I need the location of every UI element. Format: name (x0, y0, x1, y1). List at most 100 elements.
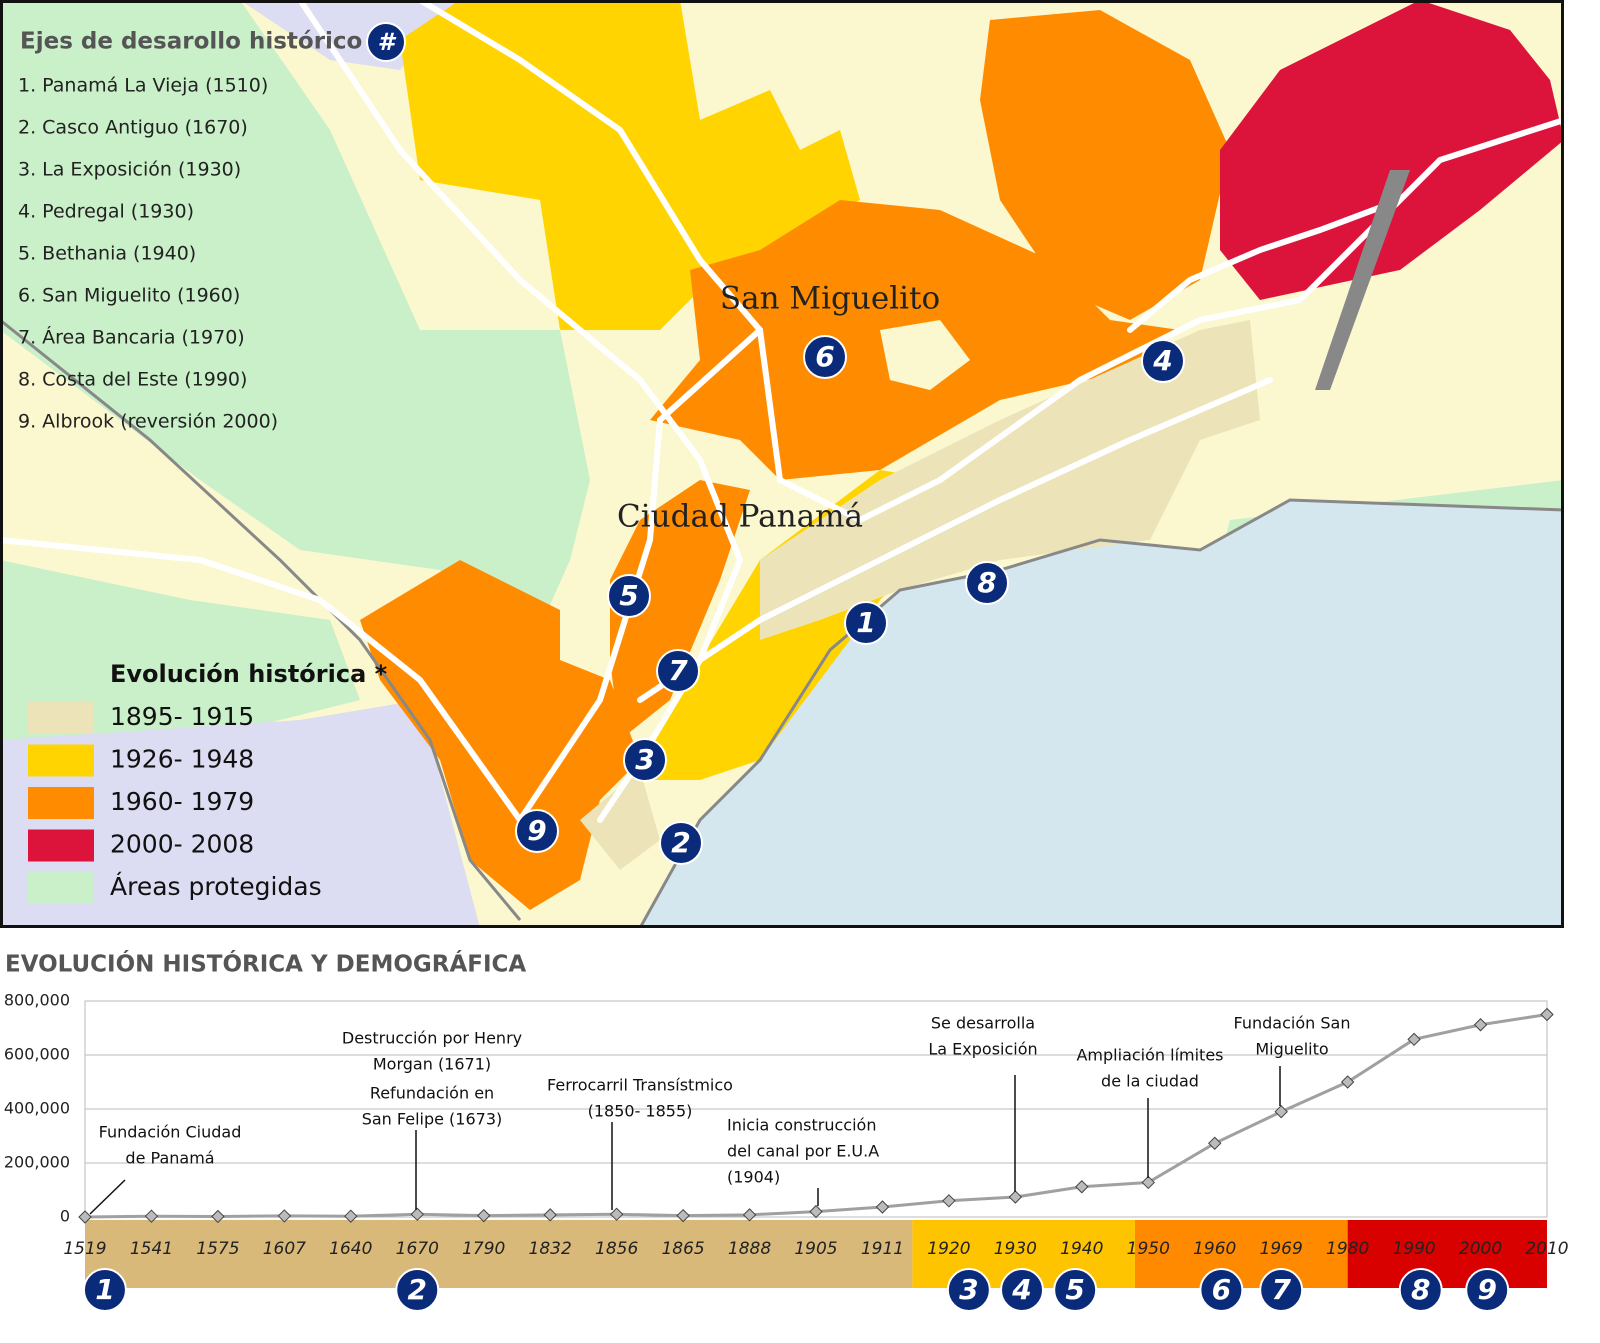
y-tick-label: 200,000 (4, 1153, 70, 1172)
annotation-text: Destrucción por Henry (342, 1029, 522, 1048)
x-tick-label: 1905 (794, 1239, 837, 1259)
map-frame (0, 0, 1564, 928)
axis-list-item: 2. Casco Antiguo (1670) (18, 117, 248, 139)
data-point (78, 1210, 92, 1224)
place-label: Ciudad Panamá (617, 499, 863, 535)
badge-label: 4 (1011, 1273, 1031, 1306)
badge-circle (1398, 1268, 1443, 1312)
annotation-text: Refundación en (370, 1084, 494, 1103)
badge-circle (515, 809, 559, 853)
annotation-text: La Exposición (928, 1040, 1037, 1059)
data-point (742, 1208, 757, 1222)
data-point (344, 1209, 358, 1223)
x-tick-label: 1888 (728, 1239, 771, 1259)
badge-circle (82, 1268, 127, 1312)
badge-circle (1199, 1268, 1244, 1312)
x-tick-label: 1832 (529, 1239, 572, 1259)
badge-label: 4 (1152, 344, 1172, 377)
legend-label: Áreas protegidas (110, 872, 322, 901)
x-tick-label: 1607 (263, 1239, 306, 1259)
badge-label: 3 (959, 1273, 978, 1306)
annotation-text: Se desarrolla (931, 1014, 1035, 1033)
x-tick-label: 1990 (1392, 1239, 1435, 1259)
badge-circle (803, 335, 847, 379)
x-tick-label: 1856 (595, 1239, 638, 1259)
annotation-pointer (89, 1179, 126, 1215)
data-point (1340, 1075, 1355, 1089)
annotation-text: Inicia construcción (727, 1116, 876, 1135)
legend-label: 1960- 1979 (110, 787, 254, 816)
badge-circle (395, 1268, 440, 1312)
map-base (0, 0, 1564, 928)
badge-label: 9 (527, 814, 546, 847)
annotation-text: Miguelito (1255, 1040, 1328, 1059)
annotation-text: del canal por E.U.A (727, 1142, 879, 1161)
axis-list-item: 8. Costa del Este (1990) (18, 369, 247, 391)
data-point (1208, 1136, 1222, 1150)
annotation-text: San Felipe (1673) (362, 1110, 503, 1129)
y-tick-label: 600,000 (4, 1045, 70, 1064)
x-tick-label: 1960 (1193, 1239, 1236, 1259)
y-tick-label: 0 (60, 1207, 70, 1226)
badge-circle (965, 561, 1009, 605)
legend-title: Evolución histórica * (110, 660, 388, 688)
x-tick-label: 1640 (329, 1239, 372, 1259)
annotation-text: de Panamá (125, 1149, 214, 1168)
data-point (144, 1209, 159, 1223)
x-tick-label: 1519 (63, 1239, 106, 1259)
annotation-text: (1850- 1855) (588, 1102, 693, 1121)
legend-swatch (28, 744, 94, 777)
badge-label: 7 (668, 654, 688, 687)
x-tick-label: 1930 (994, 1239, 1037, 1259)
badge-circle (623, 738, 667, 782)
badge-label: # (378, 28, 397, 56)
data-point (1473, 1018, 1488, 1032)
badge-circle (1465, 1268, 1510, 1312)
x-tick-label: 1670 (396, 1239, 439, 1259)
annotation-text: Fundación Ciudad (99, 1123, 242, 1142)
badge-label: 2 (671, 826, 690, 859)
data-point (875, 1200, 890, 1214)
map-title: Ejes de desarollo histórico (20, 29, 362, 55)
legend-label: 1926- 1948 (110, 745, 254, 774)
badge-circle (659, 821, 703, 865)
annotation-text: Fundación San (1234, 1014, 1351, 1033)
annotation-text: de la ciudad (1101, 1072, 1199, 1091)
data-point (942, 1194, 956, 1208)
legend-swatch (28, 829, 94, 862)
legend-label: 1895- 1915 (110, 702, 254, 731)
x-tick-label: 1950 (1127, 1239, 1170, 1259)
data-point (1407, 1032, 1421, 1047)
axis-list-item: 7. Área Bancaria (1970) (18, 326, 245, 349)
data-point (1540, 1007, 1554, 1022)
legend-label: 2000- 2008 (110, 830, 254, 859)
badge-label: 7 (1271, 1273, 1291, 1306)
data-point (1274, 1104, 1288, 1119)
badge-label: 8 (1411, 1273, 1430, 1306)
data-point (609, 1207, 624, 1222)
badge-label: 5 (1065, 1273, 1084, 1306)
badge-label: 2 (408, 1273, 427, 1306)
badge-circle (1259, 1268, 1304, 1312)
badge-circle (1000, 1268, 1045, 1312)
data-point (676, 1208, 690, 1223)
badge-label: 1 (856, 606, 875, 639)
chart-title: EVOLUCIÓN HISTÓRICA Y DEMOGRÁFICA (5, 950, 526, 978)
badge-circle (1053, 1268, 1098, 1312)
badge-label: 1 (95, 1273, 114, 1306)
annotation-text: Morgan (1671) (373, 1055, 491, 1074)
annotation-text: Ampliación límites (1076, 1046, 1223, 1065)
x-tick-label: 1541 (130, 1239, 173, 1259)
y-tick-label: 800,000 (4, 991, 70, 1010)
annotation-text: (1904) (727, 1168, 780, 1187)
x-tick-label: 1865 (661, 1239, 704, 1259)
badge-label: 5 (619, 579, 638, 612)
y-tick-label: 400,000 (4, 1099, 70, 1118)
x-tick-label: 2010 (1525, 1239, 1568, 1259)
period-band (1347, 1220, 1547, 1288)
axis-list-item: 4. Pedregal (1930) (18, 201, 194, 223)
badge-label: 8 (977, 566, 996, 599)
badge-circle (844, 601, 888, 645)
place-label: San Miguelito (720, 281, 940, 317)
